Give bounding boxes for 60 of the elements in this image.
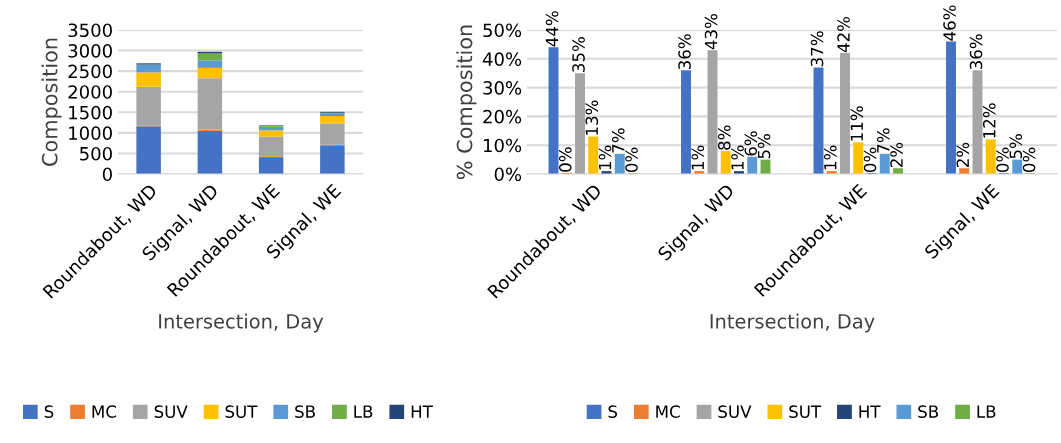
data-label: 12% xyxy=(982,103,996,138)
data-label: 0% xyxy=(625,147,638,173)
x-axis-title: Intersection, Day xyxy=(710,313,875,333)
legend-label: SB xyxy=(918,405,939,418)
y-axis-title: % Composition xyxy=(456,25,477,180)
legend-label: HT xyxy=(411,405,433,418)
y-tick-label: 3000 xyxy=(68,44,112,58)
data-label: 0% xyxy=(863,147,877,173)
data-label: 2% xyxy=(890,142,903,168)
data-label: 2% xyxy=(956,142,970,168)
data-label: 5% xyxy=(1009,134,1023,159)
legend-label: S xyxy=(608,405,618,418)
legend-label: LB xyxy=(354,405,373,418)
y-tick-label: 30% xyxy=(483,81,522,95)
legend-label: LB xyxy=(977,405,996,418)
y-tick-label: 10% xyxy=(483,138,522,153)
y-tick-label: 40% xyxy=(482,52,522,66)
data-label: 43% xyxy=(704,14,718,50)
data-label: 0% xyxy=(558,147,572,172)
legend-label: S xyxy=(44,405,54,418)
legend-label: MC xyxy=(656,405,680,418)
legend-label: SUV xyxy=(718,405,752,418)
data-label: 13% xyxy=(585,100,599,135)
y-tick-label: 0% xyxy=(494,167,522,182)
data-label: 0% xyxy=(1022,147,1036,173)
legend-label: HT xyxy=(859,405,881,418)
data-label: 8% xyxy=(717,125,731,150)
data-label: 42% xyxy=(837,16,850,53)
y-tick-label: 3500 xyxy=(68,23,112,38)
legend-label: SUT xyxy=(789,405,822,418)
data-label: 7% xyxy=(876,128,890,153)
data-label: 44% xyxy=(545,11,559,47)
y-tick-label: 20% xyxy=(483,109,522,124)
y-tick-label: 50% xyxy=(483,23,522,38)
legend-label: SUV xyxy=(154,405,188,418)
data-label: 36% xyxy=(678,34,691,70)
data-label: 1% xyxy=(823,145,837,170)
data-label: 46% xyxy=(943,5,956,41)
y-tick-label: 2500 xyxy=(68,64,112,79)
y-tick-label: 2000 xyxy=(68,85,112,99)
y-tick-label: 1000 xyxy=(69,126,112,140)
y-tick-label: 1500 xyxy=(69,105,112,120)
data-label: 36% xyxy=(969,34,983,70)
x-axis-title: Intersection, Day xyxy=(159,313,324,333)
legend-label: SUT xyxy=(225,405,258,418)
data-label: 1% xyxy=(731,145,744,170)
data-label: 1% xyxy=(691,145,705,170)
data-label: 1% xyxy=(598,145,612,170)
y-tick-label: 500 xyxy=(80,146,112,161)
legend-label: SB xyxy=(295,405,315,418)
y-axis-title: Composition xyxy=(41,38,62,166)
data-label: 0% xyxy=(996,147,1009,173)
data-label: 7% xyxy=(611,128,625,153)
data-label: 35% xyxy=(572,37,585,72)
y-tick-label: 0 xyxy=(102,167,112,182)
data-label: 5% xyxy=(757,134,771,159)
data-label: 11% xyxy=(850,106,864,141)
legend-label: MC xyxy=(92,405,117,418)
data-label: 6% xyxy=(744,131,758,156)
data-label: 37% xyxy=(810,31,824,67)
